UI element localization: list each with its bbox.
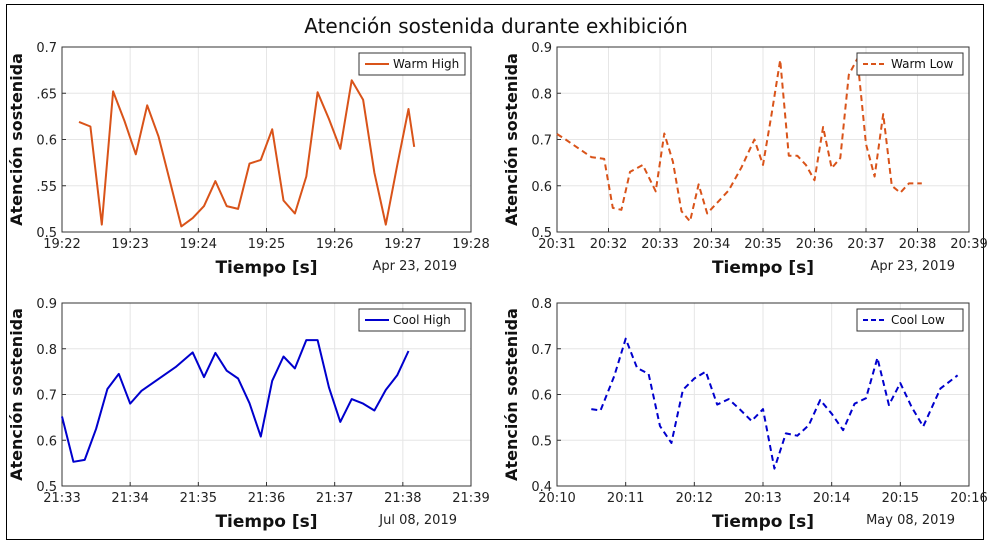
y-tick-label: 0.4	[531, 480, 552, 495]
y-tick-label: 0.7	[36, 389, 57, 404]
x-tick-label: 21:38	[384, 491, 421, 506]
x-tick-label: 19:27	[384, 237, 421, 252]
y-tick-label: 0.5	[36, 226, 57, 241]
x-tick-label: 20:12	[676, 491, 713, 506]
x-tick-label: 20:35	[744, 237, 781, 252]
axes-box	[61, 302, 472, 487]
x-tick-label: 21:35	[180, 491, 217, 506]
y-tick-label: 0.9	[531, 41, 552, 56]
x-tick-label: 19:25	[248, 237, 285, 252]
x-tick-label: 19:24	[180, 237, 217, 252]
y-tick-label: 0.6	[531, 180, 552, 195]
y-tick-label: 0.9	[36, 297, 57, 312]
x-tick-label: 20:36	[796, 237, 833, 252]
figure-title: Atención sostenida durante exhibición	[304, 14, 688, 38]
x-axis-label: Tiempo [s]	[215, 258, 317, 278]
x-tick-label: 21:33	[43, 491, 80, 506]
date-label: Jul 08, 2019	[378, 513, 457, 528]
y-tick-label: 0.6	[36, 434, 57, 449]
x-tick-label: 21:34	[111, 491, 148, 506]
x-tick-label: 21:39	[452, 491, 489, 506]
x-tick-label: 21:36	[248, 491, 285, 506]
y-axis-label: Atención sostenida	[502, 308, 521, 481]
chart-panel-1: 19:22 19:23 19:24 19:25 19:26 19:27 19:28 0.5 .5…	[7, 41, 490, 278]
y-tick-label: 0.7	[36, 41, 57, 56]
y-tick-label: 0.6	[531, 389, 552, 404]
x-tick-label: 20:13	[744, 491, 781, 506]
legend-box	[856, 308, 964, 332]
x-tick-label: 20:16	[950, 491, 987, 506]
x-tick-label: 19:22	[43, 237, 80, 252]
legend-box	[358, 308, 466, 332]
chart-panel-3: 21:33 21:34 21:35 21:36 21:37 21:38 21:39 0.5 0.…	[7, 297, 490, 532]
legend-box	[358, 52, 466, 76]
y-tick-label: 0.7	[531, 343, 552, 358]
legend-box	[856, 52, 964, 76]
series-line-warm-high	[78, 79, 416, 228]
axes-box	[556, 46, 970, 233]
series-line-cool-high	[61, 339, 410, 463]
x-axis-label: Tiempo [s]	[712, 258, 814, 278]
x-tick-label: 20:31	[538, 237, 575, 252]
x-tick-label: 20:15	[882, 491, 919, 506]
x-tick-label: 20:37	[847, 237, 884, 252]
series-line-cool-low	[591, 337, 959, 470]
x-tick-label: 20:14	[813, 491, 850, 506]
y-tick-label: .55	[36, 180, 57, 195]
y-tick-label: 0.5	[36, 480, 57, 495]
y-tick-label: 0.5	[531, 226, 552, 241]
x-tick-label: 20:34	[693, 237, 730, 252]
y-tick-label: 0.6	[36, 134, 57, 149]
legend-label: Cool High	[393, 313, 451, 327]
date-label: May 08, 2019	[866, 513, 955, 528]
x-tick-label: 19:26	[316, 237, 353, 252]
legend-label: Warm High	[393, 57, 459, 71]
y-tick-label: 0.7	[531, 134, 552, 149]
x-tick-label: 20:38	[899, 237, 936, 252]
x-tick-label: 20:10	[538, 491, 575, 506]
axes-box	[556, 302, 970, 487]
series-line-warm-low	[556, 57, 922, 223]
y-tick-label: 0.8	[531, 87, 552, 102]
y-axis-label: Atención sostenida	[7, 53, 26, 226]
y-tick-label: .65	[36, 87, 57, 102]
legend-label: Cool Low	[891, 313, 945, 327]
y-tick-label: 0.8	[531, 297, 552, 312]
x-tick-label: 20:11	[607, 491, 644, 506]
y-tick-label: 0.8	[36, 343, 57, 358]
chart-panel-4: 20:10 20:11 20:12 20:13 20:14 20:15 20:16 0.4 0.…	[502, 297, 988, 532]
x-tick-label: 19:28	[452, 237, 489, 252]
y-axis-label: Atención sostenida	[7, 308, 26, 481]
date-label: Apr 23, 2019	[372, 259, 457, 274]
x-axis-label: Tiempo [s]	[712, 512, 814, 532]
x-tick-label: 19:23	[111, 237, 148, 252]
x-tick-label: 20:32	[590, 237, 627, 252]
y-axis-label: Atención sostenida	[502, 53, 521, 226]
date-label: Apr 23, 2019	[870, 259, 955, 274]
x-tick-label: 21:37	[316, 491, 353, 506]
y-tick-label: 0.5	[531, 434, 552, 449]
x-tick-label: 20:39	[950, 237, 987, 252]
x-axis-label: Tiempo [s]	[215, 512, 317, 532]
axes-box	[61, 46, 472, 233]
chart-panel-2: 20:31 20:32 20:33 20:34 20:35 20:36 20:37 20:38…	[502, 41, 988, 278]
figure-frame	[6, 4, 984, 540]
legend-label: Warm Low	[891, 57, 953, 71]
x-tick-label: 20:33	[641, 237, 678, 252]
